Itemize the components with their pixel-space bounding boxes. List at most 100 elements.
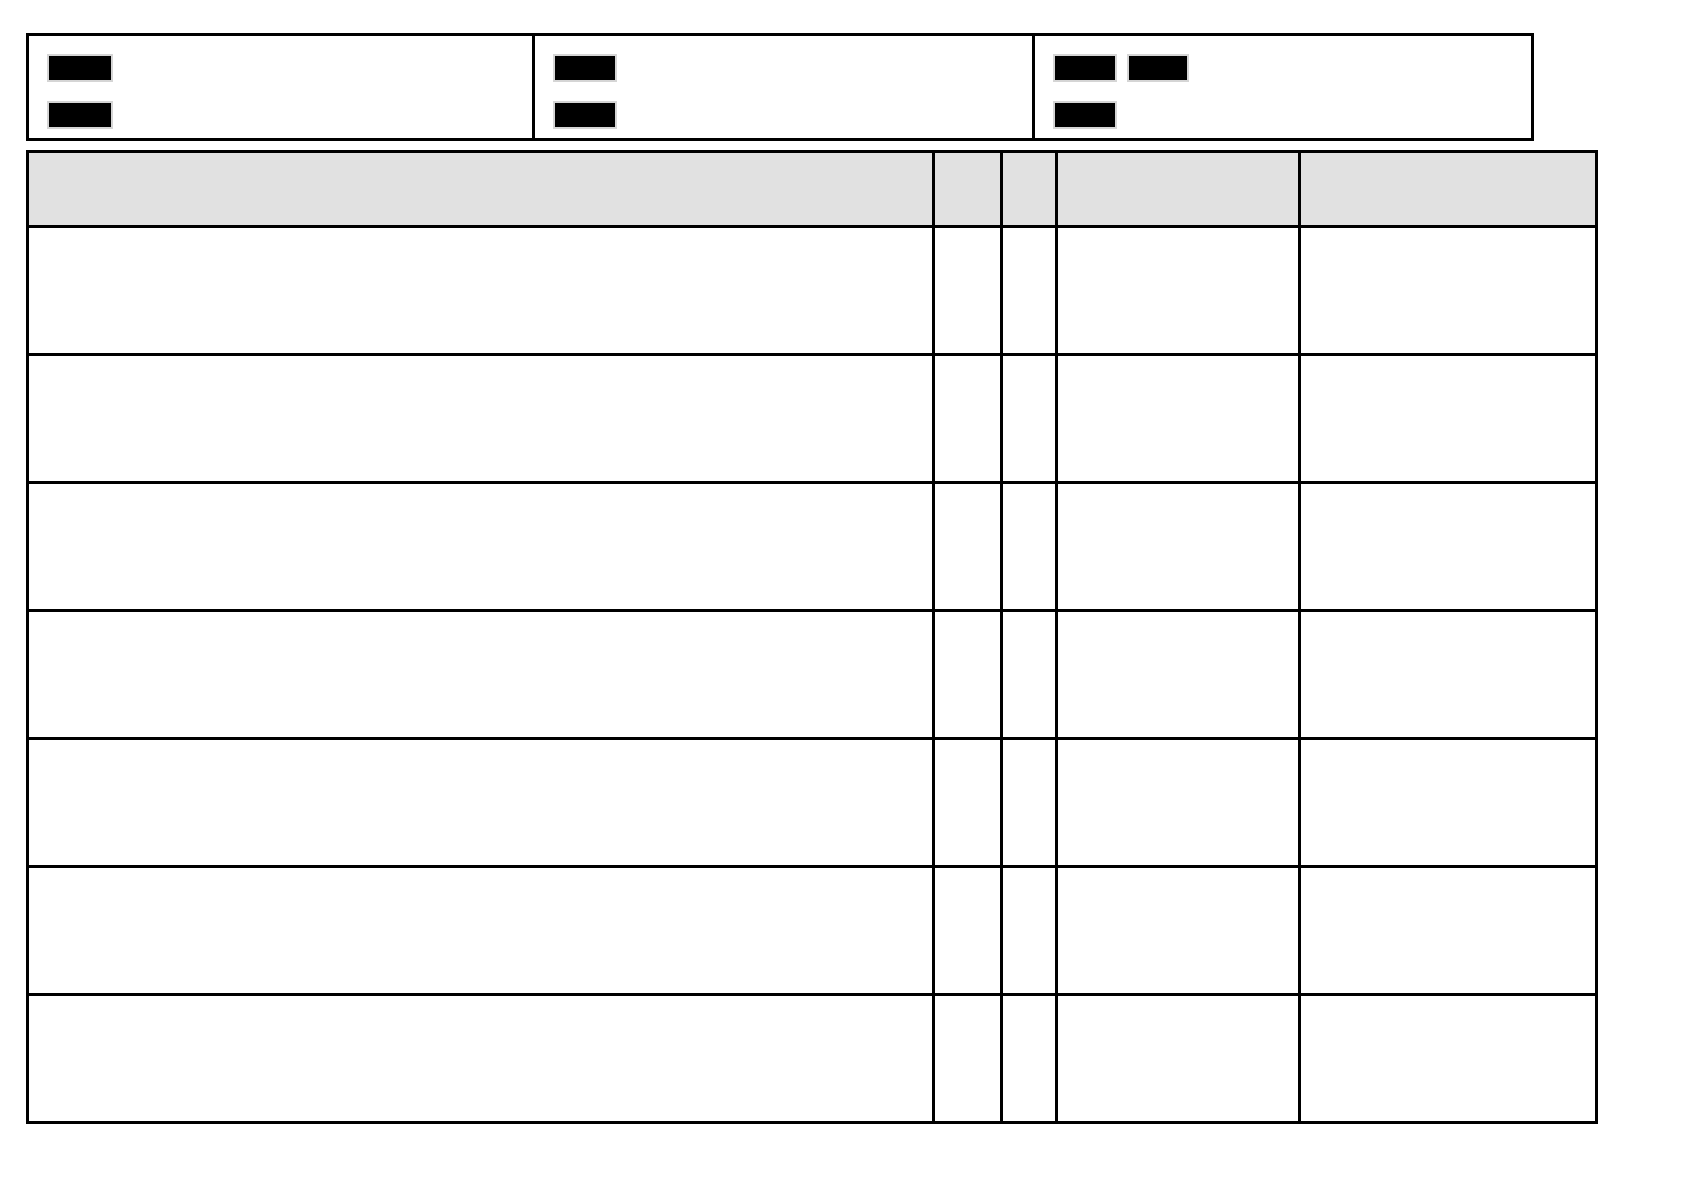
cell-col-a[interactable] [931, 353, 1004, 484]
header-cell-2 [535, 36, 1035, 138]
cell-col-c[interactable] [1054, 609, 1301, 740]
cell-col-d-text [1301, 612, 1595, 737]
cell-col-c-text [1058, 612, 1298, 737]
column-header-col-a[interactable] [931, 150, 1004, 228]
header-cell-2-line-1 [553, 54, 1032, 82]
redaction-bar [47, 101, 113, 129]
column-header-col-a-label [935, 153, 1000, 225]
cell-col-c[interactable] [1054, 737, 1301, 868]
cell-description-text [29, 484, 932, 609]
cell-col-b[interactable] [1000, 993, 1058, 1124]
cell-col-c-text [1058, 228, 1298, 353]
table-row[interactable] [26, 609, 1599, 740]
header-cell-3 [1035, 36, 1531, 138]
cell-description-text [29, 612, 932, 737]
cell-description-text [29, 356, 932, 481]
cell-col-d-text [1301, 740, 1595, 865]
cell-col-d-text [1301, 484, 1595, 609]
cell-description-text [29, 228, 932, 353]
cell-col-b[interactable] [1000, 865, 1058, 996]
cell-description-text [29, 740, 932, 865]
cell-col-d-text [1301, 356, 1595, 481]
cell-col-d[interactable] [1297, 865, 1599, 996]
redaction-bar [1053, 54, 1117, 82]
cell-col-c[interactable] [1054, 225, 1301, 356]
table-body [26, 225, 1599, 1124]
cell-col-b-text [1003, 868, 1054, 993]
column-header-col-c-label [1058, 153, 1298, 225]
table-row[interactable] [26, 993, 1599, 1124]
cell-col-b-text [1003, 740, 1054, 865]
redaction-bar [1127, 54, 1189, 82]
cell-description[interactable] [26, 353, 935, 484]
cell-col-c-text [1058, 740, 1298, 865]
cell-col-b-text [1003, 996, 1054, 1121]
header-cell-3-line-2 [1053, 101, 1531, 129]
cell-col-d[interactable] [1297, 737, 1599, 868]
cell-col-c-text [1058, 868, 1298, 993]
header-cell-1-line-2 [47, 101, 532, 129]
table-row[interactable] [26, 225, 1599, 356]
cell-col-a[interactable] [931, 865, 1004, 996]
cell-col-b-text [1003, 228, 1054, 353]
cell-col-a-text [935, 612, 1000, 737]
column-header-description[interactable] [26, 150, 935, 228]
cell-col-b[interactable] [1000, 737, 1058, 868]
cell-col-b[interactable] [1000, 353, 1058, 484]
cell-col-d[interactable] [1297, 609, 1599, 740]
cell-col-a-text [935, 356, 1000, 481]
cell-col-b-text [1003, 612, 1054, 737]
cell-col-b[interactable] [1000, 609, 1058, 740]
cell-description-text [29, 996, 932, 1121]
table-row[interactable] [26, 737, 1599, 868]
cell-col-a-text [935, 996, 1000, 1121]
cell-col-d[interactable] [1297, 481, 1599, 612]
table-row[interactable] [26, 865, 1599, 996]
main-table [26, 150, 1599, 1124]
table-row[interactable] [26, 481, 1599, 612]
cell-description[interactable] [26, 737, 935, 868]
cell-col-c-text [1058, 996, 1298, 1121]
cell-description[interactable] [26, 481, 935, 612]
column-header-col-d[interactable] [1297, 150, 1599, 228]
table-header [26, 150, 1599, 228]
cell-col-c-text [1058, 484, 1298, 609]
cell-col-d[interactable] [1297, 225, 1599, 356]
cell-col-b[interactable] [1000, 225, 1058, 356]
cell-col-b-text [1003, 484, 1054, 609]
cell-col-a-text [935, 228, 1000, 353]
cell-col-a-text [935, 868, 1000, 993]
cell-col-a-text [935, 740, 1000, 865]
cell-col-d[interactable] [1297, 993, 1599, 1124]
column-header-col-b[interactable] [1000, 150, 1058, 228]
cell-col-a[interactable] [931, 225, 1004, 356]
cell-col-a-text [935, 484, 1000, 609]
cell-col-a[interactable] [931, 737, 1004, 868]
cell-col-a[interactable] [931, 481, 1004, 612]
cell-col-d-text [1301, 996, 1595, 1121]
header-cell-3-line-1 [1053, 54, 1531, 82]
cell-col-c[interactable] [1054, 993, 1301, 1124]
column-header-col-d-label [1301, 153, 1595, 225]
cell-col-c-text [1058, 356, 1298, 481]
redaction-bar [47, 54, 113, 82]
cell-col-d[interactable] [1297, 353, 1599, 484]
cell-col-b[interactable] [1000, 481, 1058, 612]
cell-description[interactable] [26, 865, 935, 996]
header-cell-1 [29, 36, 535, 138]
table-header-row [26, 150, 1599, 228]
cell-col-c[interactable] [1054, 481, 1301, 612]
cell-description-text [29, 868, 932, 993]
cell-description[interactable] [26, 993, 935, 1124]
cell-description[interactable] [26, 225, 935, 356]
cell-col-a[interactable] [931, 609, 1004, 740]
column-header-description-label [29, 153, 932, 225]
cell-col-c[interactable] [1054, 353, 1301, 484]
column-header-col-c[interactable] [1054, 150, 1301, 228]
header-cell-2-line-2 [553, 101, 1032, 129]
cell-description[interactable] [26, 609, 935, 740]
cell-col-c[interactable] [1054, 865, 1301, 996]
cell-col-a[interactable] [931, 993, 1004, 1124]
table-row[interactable] [26, 353, 1599, 484]
